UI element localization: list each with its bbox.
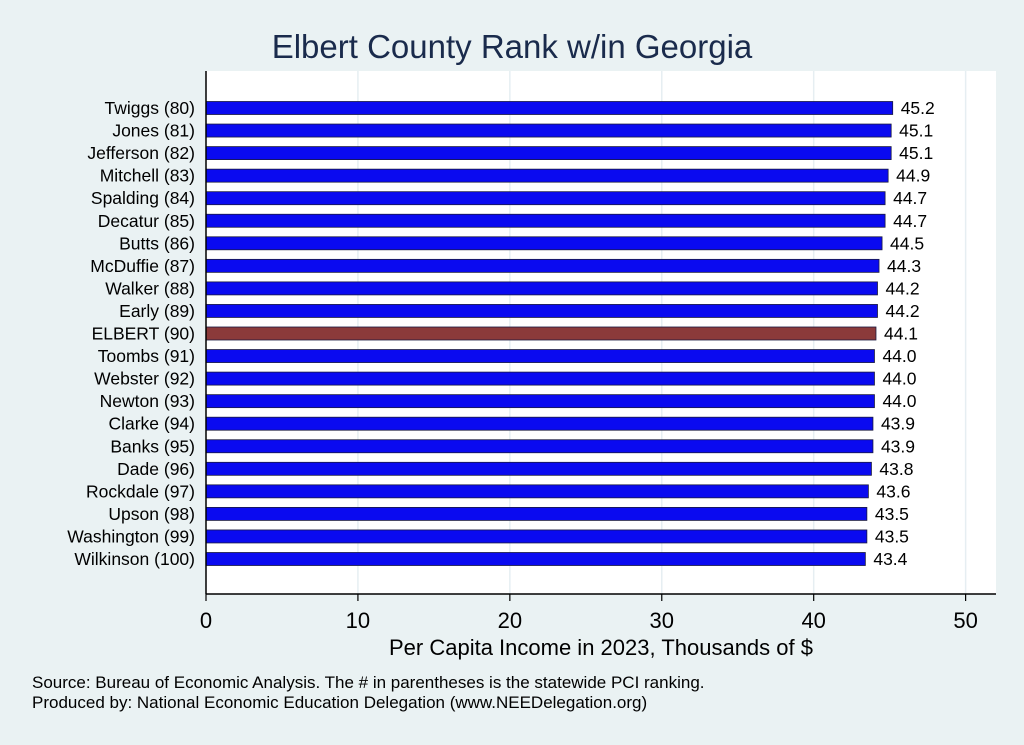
source-note: Source: Bureau of Economic Analysis. The… — [32, 673, 705, 692]
data-label: 44.0 — [882, 369, 916, 389]
category-label: Wilkinson (100) — [74, 549, 195, 569]
data-label: 45.2 — [901, 98, 935, 118]
bar — [205, 552, 866, 566]
bar — [205, 506, 868, 521]
data-label: 44.0 — [882, 346, 916, 366]
bar — [205, 213, 886, 228]
x-tick-labels: 0 10 20 30 40 50 — [200, 594, 978, 633]
bar — [205, 529, 868, 544]
data-label: 44.2 — [886, 301, 920, 321]
data-label: 44.5 — [890, 233, 924, 253]
category-label: Jefferson (82) — [87, 143, 195, 163]
category-label: ELBERT (90) — [92, 324, 195, 344]
category-label: Decatur (85) — [98, 211, 195, 231]
bars — [205, 101, 894, 566]
producer-note: Produced by: National Economic Education… — [32, 693, 648, 712]
bar — [205, 349, 875, 363]
data-label: 44.0 — [882, 391, 916, 411]
data-label: 44.9 — [896, 166, 930, 186]
bar — [205, 101, 894, 115]
data-label: 43.5 — [875, 526, 909, 546]
bar — [205, 461, 872, 476]
category-label: Toombs (91) — [98, 346, 195, 366]
category-label: Rockdale (97) — [86, 481, 195, 501]
data-label: 43.9 — [881, 436, 915, 456]
bar — [205, 484, 869, 499]
category-label: Webster (92) — [94, 369, 195, 389]
category-label: Clarke (94) — [108, 414, 195, 434]
chart-title: Elbert County Rank w/in Georgia — [272, 28, 753, 65]
x-tick-label: 30 — [650, 608, 674, 633]
bar — [205, 394, 875, 409]
bar — [205, 146, 892, 161]
category-labels: Twiggs (80) Jones (81)Jefferson (82) Mitch… — [67, 98, 195, 569]
x-axis-label: Per Capita Income in 2023, Thousands of … — [389, 635, 813, 660]
data-label: 43.9 — [881, 414, 915, 434]
category-label: Early (89) — [119, 301, 195, 321]
data-label: 43.4 — [873, 549, 907, 569]
data-label: 44.7 — [893, 188, 927, 208]
bar — [205, 236, 883, 251]
category-label: Butts (86) — [119, 233, 195, 253]
x-tick-label: 40 — [801, 608, 825, 633]
value-labels: 45.245.145.144.944.744.744.544.344.244.2… — [873, 98, 934, 569]
bar — [205, 439, 874, 454]
bar — [205, 416, 874, 431]
x-tick-label: 0 — [200, 608, 212, 633]
category-label: Banks (95) — [110, 436, 195, 456]
bar — [205, 191, 886, 206]
bar — [205, 258, 880, 273]
category-label: Washington (99) — [67, 526, 195, 546]
x-tick-label: 50 — [953, 608, 977, 633]
data-label: 45.1 — [899, 143, 933, 163]
category-label: McDuffie (87) — [90, 256, 195, 276]
category-label: Jones (81) — [112, 121, 195, 141]
category-label: Mitchell (83) — [100, 166, 195, 186]
data-label: 45.1 — [899, 121, 933, 141]
bar — [205, 123, 892, 138]
data-label: 44.2 — [886, 278, 920, 298]
data-label: 44.1 — [884, 324, 918, 344]
category-label: Newton (93) — [100, 391, 195, 411]
category-label: Dade (96) — [117, 459, 195, 479]
data-label: 43.5 — [875, 504, 909, 524]
category-label: Walker (88) — [105, 278, 195, 298]
category-label: Upson (98) — [108, 504, 195, 524]
bar — [205, 371, 875, 386]
data-label: 43.6 — [876, 481, 910, 501]
bar — [205, 168, 889, 183]
x-tick-label: 10 — [346, 608, 370, 633]
category-label: Twiggs (80) — [105, 98, 195, 118]
bar — [205, 304, 878, 318]
bar-highlight — [205, 326, 877, 341]
category-label: Spalding (84) — [91, 188, 195, 208]
data-label: 43.8 — [879, 459, 913, 479]
data-label: 44.7 — [893, 211, 927, 231]
bar — [205, 281, 878, 296]
data-label: 44.3 — [887, 256, 921, 276]
x-tick-label: 20 — [498, 608, 522, 633]
